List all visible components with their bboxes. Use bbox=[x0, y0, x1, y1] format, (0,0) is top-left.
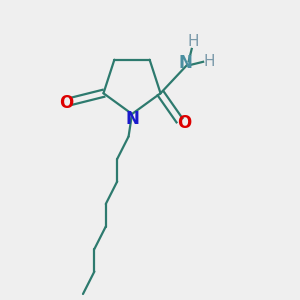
Text: H: H bbox=[204, 54, 215, 69]
Text: N: N bbox=[126, 110, 140, 128]
Text: O: O bbox=[59, 94, 73, 112]
Text: N: N bbox=[179, 54, 193, 72]
Text: O: O bbox=[177, 114, 191, 132]
Text: H: H bbox=[188, 34, 199, 49]
